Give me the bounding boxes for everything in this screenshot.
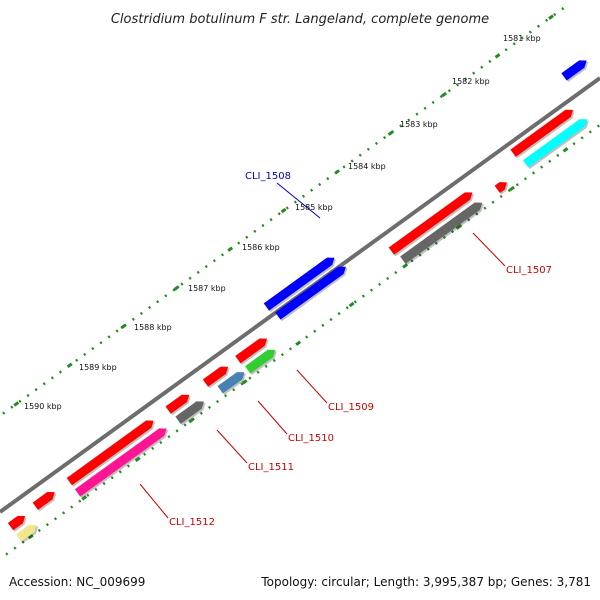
inner-major-tick (27, 533, 34, 540)
gene-feature[interactable] (494, 182, 507, 193)
tick-tracks (0, 2, 600, 556)
outer-major-tick (441, 91, 447, 98)
gene-cli-1508[interactable] (263, 257, 335, 311)
outer-major-tick (66, 362, 73, 368)
inner-tick-track (5, 123, 600, 556)
tick-label: 1590 kbp (24, 402, 62, 411)
feature-gray[interactable] (175, 401, 204, 424)
tick-label: 1585 kbp (295, 203, 333, 212)
outer-major-tick (227, 246, 234, 252)
inner-major-tick (402, 263, 409, 269)
outer-major-tick (548, 14, 554, 20)
gene-label-cli-1512[interactable]: CLI_1512 (169, 517, 215, 528)
gene-label-cli-1510[interactable]: CLI_1510 (288, 433, 334, 444)
inner-major-tick (241, 379, 248, 385)
inner-major-tick (134, 456, 141, 462)
callout-line-cli-1508 (276, 182, 321, 219)
outer-major-tick (280, 207, 287, 214)
callout-line-cli-1510 (257, 400, 288, 435)
callout-line-cli-1511 (216, 429, 248, 464)
inner-major-tick (509, 185, 515, 192)
outer-tick-track (0, 2, 571, 418)
inner-major-tick (455, 224, 462, 230)
feature-gray-2[interactable] (400, 202, 483, 264)
features (7, 60, 589, 544)
gene-label-cli-1511[interactable]: CLI_1511 (248, 462, 294, 473)
accession-text: Accession: NC_009699 (9, 575, 145, 589)
outer-major-tick (173, 285, 180, 291)
tick-label: 1581 kbp (503, 34, 541, 43)
inner-major-tick (348, 301, 355, 308)
feature-khaki[interactable] (16, 524, 37, 542)
tick-labels: 1581 kbp 1582 kbp 1583 kbp 1584 kbp 1585… (24, 34, 541, 411)
callout-line-cli-1509 (296, 369, 328, 404)
outer-major-tick (334, 169, 341, 175)
gene-cli-1509[interactable] (235, 338, 268, 364)
callout-line-cli-1512 (139, 483, 169, 519)
feature-cyan[interactable] (523, 119, 588, 168)
tick-label: 1582 kbp (452, 77, 490, 86)
tick-label: 1584 kbp (348, 162, 386, 171)
tick-label: 1583 kbp (400, 120, 438, 129)
callout-line-cli-1507 (472, 232, 506, 267)
summary-text: Topology: circular; Length: 3,995,387 bp… (260, 575, 591, 589)
tick-label: 1588 kbp (134, 323, 172, 332)
gene-labels: CLI_1508 CLI_1507 CLI_1509 CLI_1510 CLI_… (169, 171, 552, 528)
gene-label-cli-1509[interactable]: CLI_1509 (328, 402, 374, 413)
tick-label: 1589 kbp (79, 363, 117, 372)
inner-major-tick (188, 417, 195, 424)
callout-lines (139, 182, 506, 519)
feature-pink[interactable] (74, 428, 167, 497)
tick-label: 1586 kbp (242, 243, 280, 252)
feature-green[interactable] (245, 349, 276, 374)
gene-cli-1507[interactable] (388, 192, 473, 255)
feature-steel[interactable] (217, 372, 245, 394)
inner-major-tick (295, 340, 302, 346)
feature-blue[interactable] (275, 266, 346, 320)
gene-label-cli-1508[interactable]: CLI_1508 (245, 171, 291, 182)
map-title: Clostridium botulinum F str. Langeland, … (111, 12, 489, 27)
gene-cli-1511[interactable] (165, 394, 190, 414)
gene-cli-1510[interactable] (202, 366, 229, 387)
gene-cli-1512[interactable] (66, 420, 154, 486)
inner-major-tick (81, 495, 88, 501)
gene-feature[interactable] (32, 492, 55, 510)
tick-label: 1587 kbp (188, 284, 226, 293)
gene-label-cli-1507[interactable]: CLI_1507 (506, 265, 552, 276)
outer-major-tick (387, 130, 394, 136)
outer-major-tick (13, 401, 20, 407)
outer-major-tick (494, 53, 501, 59)
gene-feature[interactable] (510, 109, 574, 157)
outer-major-tick (120, 323, 127, 330)
gene-feature[interactable] (7, 515, 26, 531)
inner-major-tick (562, 147, 569, 153)
gene-feature[interactable] (561, 60, 587, 81)
